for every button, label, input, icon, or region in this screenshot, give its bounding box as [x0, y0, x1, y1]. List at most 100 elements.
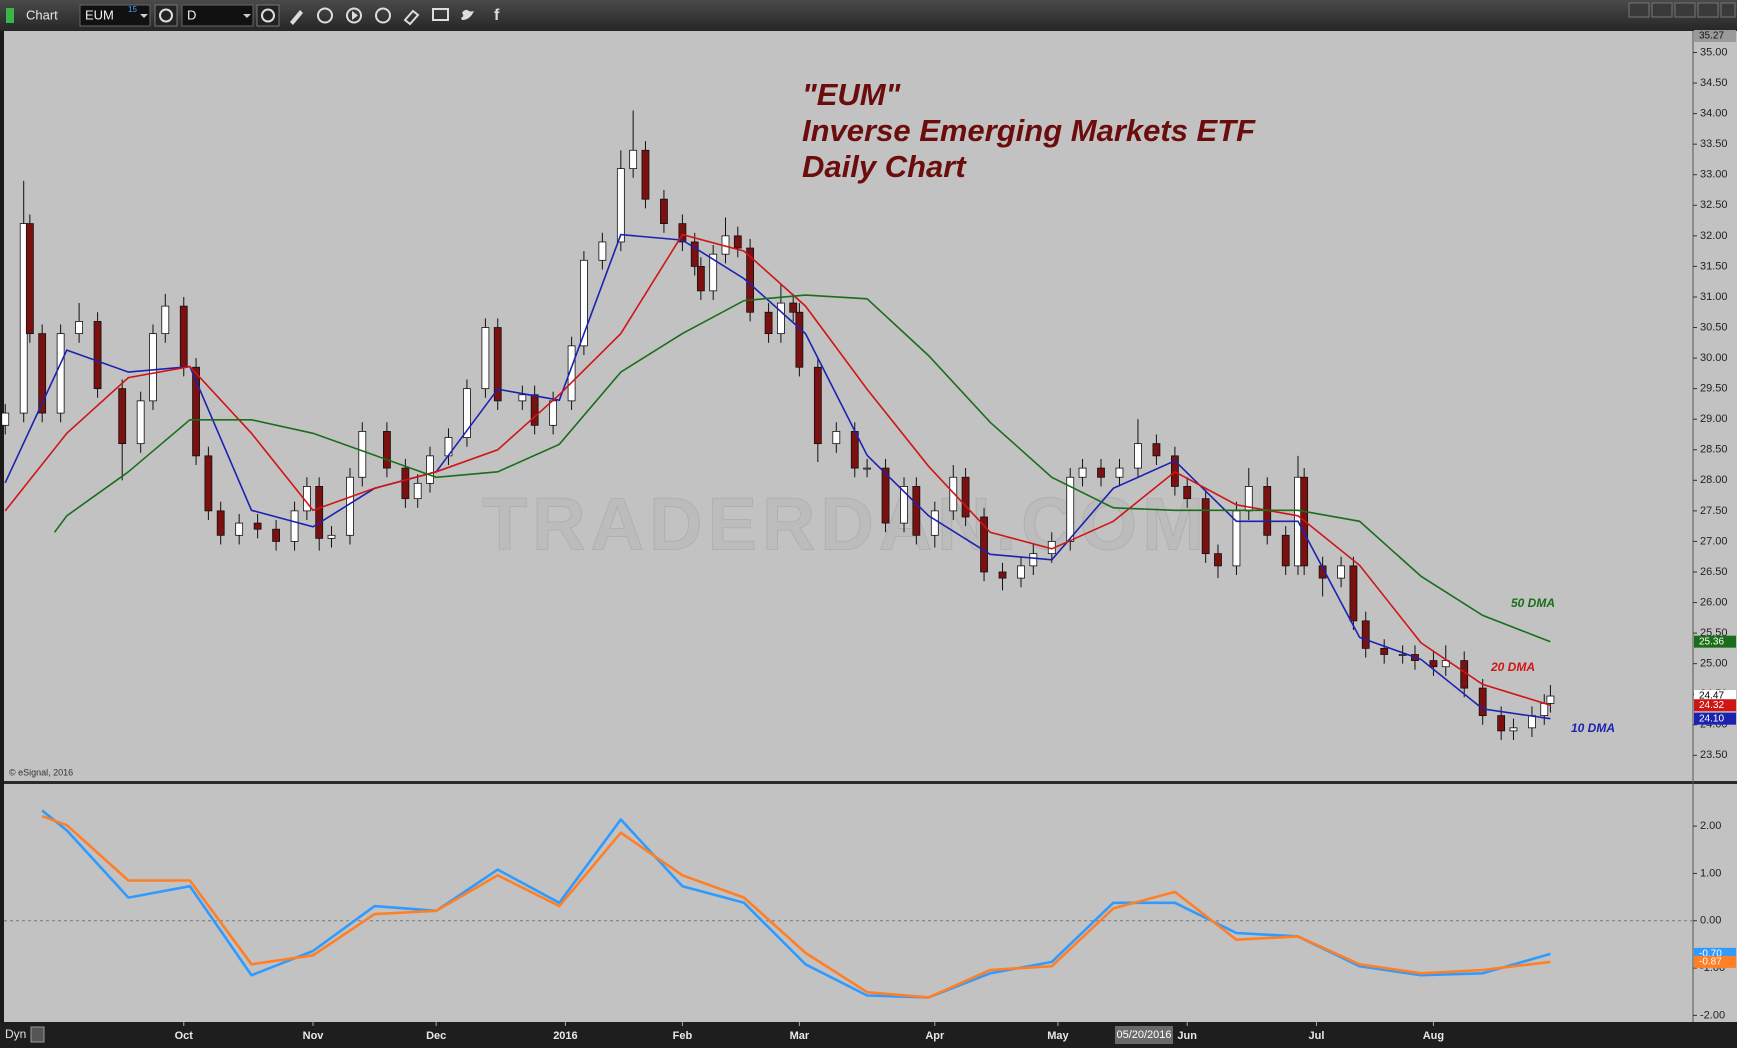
candle-body: [413, 482, 422, 500]
x-tick-label: Apr: [925, 1030, 945, 1042]
candles: [1, 110, 1555, 741]
candle-body: [518, 394, 527, 402]
candle-body: [1398, 654, 1407, 656]
cursor-date: 05/20/2016: [1116, 1029, 1171, 1041]
watermark: TRADERDAN.COM: [482, 483, 1209, 566]
candle-body: [949, 476, 958, 512]
interval-box[interactable]: [181, 4, 254, 27]
eraser-tool[interactable]: [403, 9, 420, 26]
close-button[interactable]: [1720, 2, 1736, 18]
app-icon: [6, 8, 14, 23]
series-last-label-box: [1694, 699, 1736, 712]
credit: © eSignal, 2016: [9, 767, 73, 777]
candle-body: [118, 388, 127, 445]
candle-body: [696, 266, 705, 292]
draw-tool[interactable]: [290, 10, 303, 25]
clock-icon[interactable]: [261, 8, 275, 23]
interval[interactable]: D: [187, 7, 196, 22]
minimize-button[interactable]: [1651, 2, 1673, 18]
play-tool[interactable]: [346, 7, 362, 24]
x-tick-label: 2016: [553, 1030, 577, 1042]
candle-body: [530, 394, 539, 426]
candle-body: [580, 259, 588, 347]
x-tick-label: Jul: [1309, 1030, 1325, 1042]
link-icon[interactable]: [159, 8, 173, 23]
candle-body: [789, 302, 798, 313]
candle-body: [192, 366, 200, 457]
series-last-label: -0.70: [1699, 949, 1722, 960]
candle-body: [709, 253, 718, 292]
moving-average: [53, 294, 1551, 643]
candle-body: [216, 510, 225, 536]
x-tick-label: Mar: [790, 1030, 810, 1042]
candle-body: [1318, 565, 1327, 579]
dropdown-arrow[interactable]: [140, 14, 148, 18]
y-tick-label: 29.00: [1700, 413, 1728, 425]
candle-body: [149, 333, 157, 402]
candle-body: [272, 528, 280, 542]
series-last-label: 24.32: [1699, 700, 1724, 711]
dropdown-arrow[interactable]: [243, 14, 251, 18]
maximize-button[interactable]: [1674, 2, 1696, 18]
x-tick-label: May: [1047, 1030, 1069, 1042]
y-tick-label: 1.00: [1700, 867, 1721, 879]
candle-body: [1152, 443, 1161, 457]
play-icon[interactable]: [352, 11, 358, 20]
y-tick-label: 35.00: [1700, 46, 1728, 58]
symbol[interactable]: EUM: [85, 7, 114, 22]
candle-body: [1349, 565, 1358, 622]
alert-tool[interactable]: [375, 7, 391, 24]
help-button[interactable]: [1628, 2, 1650, 18]
candle-body: [383, 431, 391, 469]
candle-body: [1115, 467, 1124, 478]
series-label: 50 DMA: [1511, 596, 1555, 610]
toolbar: [0, 0, 1737, 31]
scale-button[interactable]: [30, 1026, 45, 1043]
candle-body: [1183, 486, 1192, 500]
y-tick-label: 25.00: [1700, 658, 1728, 670]
refresh-tool[interactable]: [317, 7, 333, 24]
twitter-button[interactable]: [461, 9, 474, 20]
candle-body: [481, 327, 490, 390]
candle-body: [832, 431, 841, 445]
restore-button[interactable]: [1697, 2, 1719, 18]
chart-title: Daily Chart: [802, 149, 967, 184]
symbol-badge: 15: [128, 5, 137, 14]
facebook-button[interactable]: f: [494, 7, 500, 24]
y-tick-label: 26.50: [1700, 566, 1728, 578]
candle-body: [813, 366, 822, 445]
candle-body: [1509, 727, 1518, 732]
candle-body: [1214, 553, 1222, 567]
candle-body: [253, 522, 262, 530]
chat-tool[interactable]: [432, 8, 449, 21]
y-tick-label: 30.00: [1700, 352, 1728, 364]
scale-mode[interactable]: Dyn: [5, 1027, 26, 1041]
candle-body: [1134, 443, 1142, 469]
y-tick-label: 28.00: [1700, 474, 1728, 486]
window-controls: [1628, 2, 1736, 18]
moving-average: [4, 233, 1551, 706]
candle-body: [463, 388, 471, 438]
candle-body: [235, 522, 244, 536]
y-tick-label: 2.00: [1700, 820, 1721, 832]
candle-body: [1337, 565, 1346, 579]
y-tick-label: 32.50: [1700, 199, 1728, 211]
candle-body: [641, 149, 650, 200]
link-button[interactable]: [154, 4, 178, 27]
candle-body: [616, 168, 625, 243]
clock-button[interactable]: [256, 4, 280, 27]
symbol-box[interactable]: [79, 4, 151, 27]
y-tick-label: 31.50: [1700, 260, 1728, 272]
oscillator-panel: [4, 784, 1693, 1022]
candle-body: [1361, 620, 1370, 649]
x-tick-label: Jun: [1177, 1030, 1197, 1042]
candle-body: [998, 571, 1007, 579]
y-tick-label: 23.50: [1700, 749, 1728, 761]
series-last-label-box: [1694, 635, 1736, 648]
candle-body: [358, 431, 367, 478]
candle-body: [401, 467, 410, 500]
candle-body: [327, 534, 336, 539]
candle-body: [629, 149, 638, 170]
candle-body: [1201, 498, 1210, 555]
